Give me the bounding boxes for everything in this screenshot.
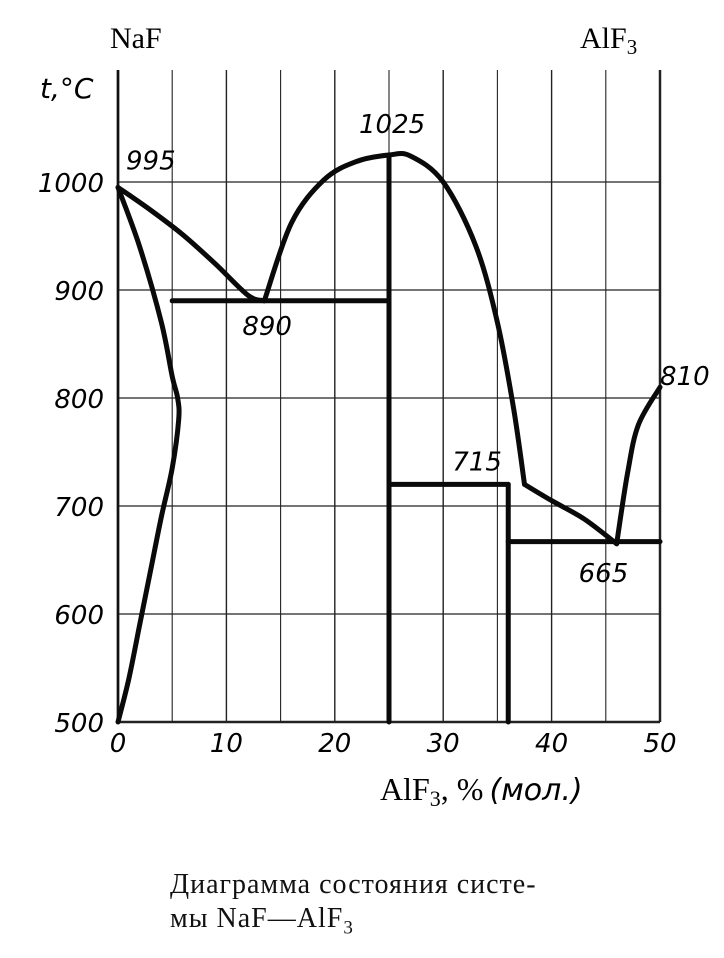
annotation-665: 665 <box>579 559 629 589</box>
x-axis-label: AlF3, % (мол.) <box>380 771 583 811</box>
y-tick-label: 1000 <box>38 169 104 199</box>
x-tick-label: 20 <box>318 729 351 759</box>
component-right-label: AlF3 <box>580 22 637 59</box>
caption-line-1: Диаграмма состояния систе- <box>170 869 537 900</box>
y-tick-label: 600 <box>54 601 104 631</box>
phase-curve-2 <box>261 151 527 487</box>
x-tick-label: 40 <box>535 729 568 759</box>
y-tick-label: 700 <box>54 493 104 523</box>
y-tick-label: 900 <box>54 277 104 307</box>
annotation-995: 995 <box>126 146 176 176</box>
annotation-1025: 1025 <box>359 110 425 140</box>
x-tick-label: 30 <box>427 729 460 759</box>
component-left-label: NaF <box>110 22 162 55</box>
x-tick-label: 0 <box>110 729 127 759</box>
y-tick-label: 800 <box>54 385 104 415</box>
x-tick-label: 10 <box>210 729 243 759</box>
phase-curve-5 <box>115 184 182 725</box>
annotation-810: 810 <box>660 362 710 392</box>
y-axis-label: t,°C <box>40 72 94 105</box>
phase-diagram: 0 10 20 30 40 50 500 600 700 800 900 1000 995 1025 89… <box>38 22 710 811</box>
x-tick-label: 50 <box>643 729 676 759</box>
annotation-890: 890 <box>242 312 292 342</box>
annotation-715: 715 <box>452 447 502 477</box>
caption-line-2: мы NaF—AlF3 <box>170 903 354 939</box>
tick-labels: 0 10 20 30 40 50 500 600 700 800 900 1000 <box>38 169 677 759</box>
phase-curve-4 <box>614 384 663 547</box>
phase-curve-1 <box>115 184 267 304</box>
figure-caption: Диаграмма состояния систе- мы NaF—AlF3 <box>170 868 690 946</box>
phase-curves <box>115 151 663 725</box>
phase-curve-3 <box>522 481 620 547</box>
annotations: 995 1025 890 715 665 810 <box>126 110 710 589</box>
y-tick-label: 500 <box>54 709 104 739</box>
